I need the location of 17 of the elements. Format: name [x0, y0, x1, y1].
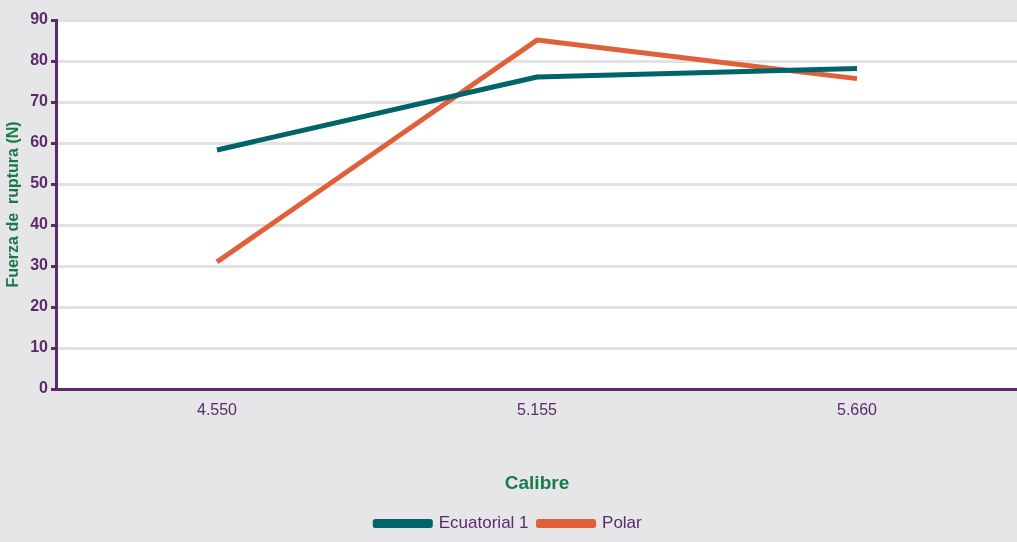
- legend-label: Polar: [602, 513, 643, 533]
- x-tick-label: 5.660: [836, 401, 878, 419]
- x-axis-title: Calibre: [504, 471, 570, 493]
- y-axis-title: Fuerza de ruptura (N): [4, 121, 22, 288]
- x-tick-label: 4.550: [196, 401, 238, 419]
- y-tick-label: 60: [30, 133, 49, 151]
- y-tick-label: 50: [30, 174, 49, 192]
- y-tick-label: 40: [30, 215, 49, 233]
- y-tick-label: 20: [30, 297, 49, 315]
- legend-label: Ecuatorial 1: [438, 513, 529, 533]
- x-tick-label: 5.155: [516, 401, 558, 419]
- y-tick-label: 0: [39, 379, 49, 397]
- y-tick-label: 10: [30, 338, 49, 356]
- y-tick-label: 90: [30, 10, 49, 28]
- y-tick-label: 70: [30, 92, 49, 110]
- y-tick-label: 30: [30, 256, 49, 274]
- y-tick-label: 80: [30, 51, 49, 69]
